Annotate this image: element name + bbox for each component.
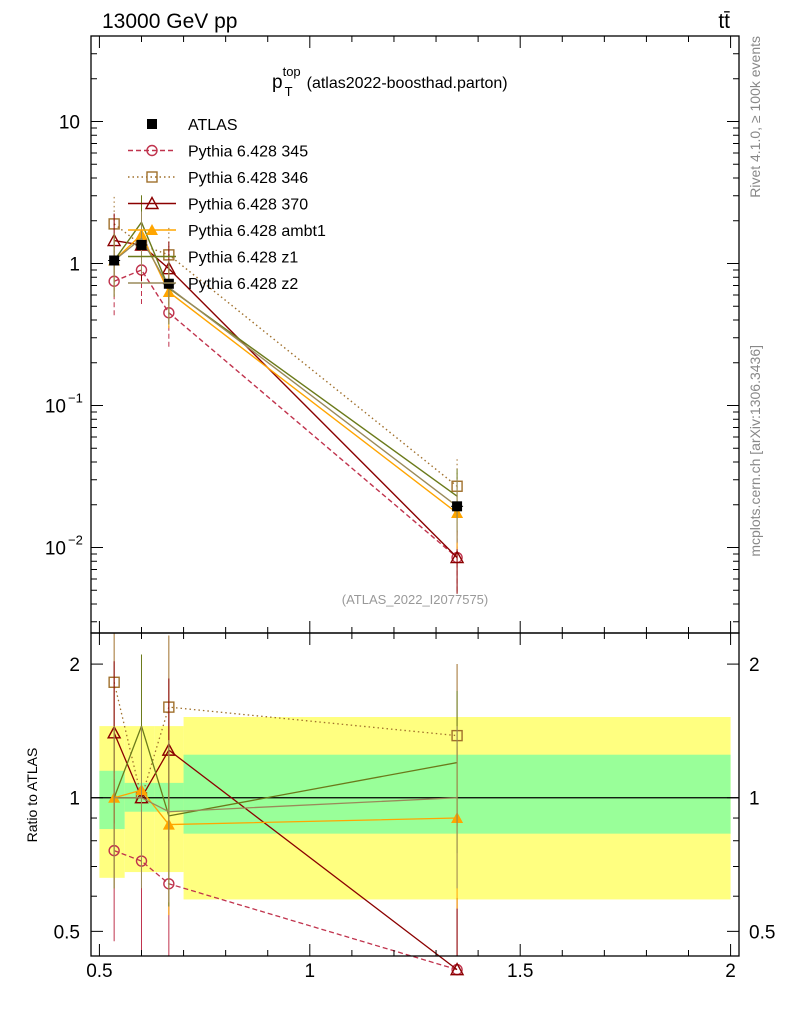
series-line-4 [113, 220, 458, 497]
y-tick-label: 10 [59, 112, 80, 133]
x-tick-label: 1 [305, 961, 316, 982]
legend-entry-2: Pythia 6.428 346 [128, 170, 308, 187]
x-tick-label: 2 [725, 961, 736, 982]
ratio-ylabel: Ratio to ATLAS [24, 748, 40, 843]
ratio-y-tick-label-right: 1 [749, 789, 760, 810]
legend-entry-3: Pythia 6.428 370 [128, 196, 308, 214]
ratio-y-tick-label-right: 2 [749, 655, 760, 676]
ratio-y-tick-label: 1 [69, 789, 80, 810]
ratio-line-2 [113, 732, 458, 971]
series-line-0 [113, 269, 458, 559]
x-tick-label: 0.5 [86, 961, 112, 982]
legend-entry-0: ATLAS [147, 117, 238, 134]
y-tick-exponent: −2 [68, 533, 83, 548]
legend-entry-5: Pythia 6.428 z1 [128, 250, 298, 267]
legend-marker [146, 224, 158, 235]
legend-label: Pythia 6.428 345 [188, 144, 308, 161]
ratio-line-1 [113, 682, 458, 801]
series-1 [108, 196, 463, 523]
ratio-line-3 [113, 789, 458, 826]
series-marker [449, 550, 465, 564]
ratio-bands [91, 716, 739, 900]
legend-marker [144, 196, 160, 210]
ratio-line-5 [114, 797, 458, 813]
legend-marker [147, 119, 157, 129]
x-tick-label: 1.5 [507, 961, 533, 982]
ratio-series-5 [113, 726, 458, 903]
legend-label: Pythia 6.428 370 [188, 197, 308, 214]
series-line-1 [113, 223, 458, 487]
side-mcplots-label: mcplots.cern.ch [arXiv:1306.3436] [747, 345, 763, 557]
legend: ATLAS Pythia 6.428 345 Pythia 6.428 346 Pyt… [128, 117, 326, 293]
side-rivet-label: Rivet 4.1.0, ≥ 100k events [747, 36, 763, 198]
energy-label: 13000 GeV pp [102, 10, 237, 33]
title-superscript: top [283, 64, 301, 79]
ratio-panel-frame [90, 632, 740, 957]
y-tick-exponent: −1 [68, 391, 83, 406]
ratio-y-tick-label-right: 0.5 [749, 922, 775, 943]
ratio-marker [449, 962, 465, 976]
series-line-5 [113, 237, 458, 507]
data-point [109, 255, 120, 266]
series-4 [113, 195, 458, 533]
data-point [452, 501, 463, 512]
y-tick-label: 10 [45, 397, 66, 418]
y-tick-label: 10 [45, 539, 66, 560]
y-tick-label: 1 [69, 254, 80, 275]
legend-label: Pythia 6.428 z1 [188, 250, 298, 267]
ratio-series [106, 633, 465, 976]
legend-label: Pythia 6.428 346 [188, 170, 308, 187]
ratio-y-tick-label: 2 [69, 655, 80, 676]
legend-marker [146, 144, 158, 157]
ratio-line-4 [113, 724, 458, 817]
series-0 [108, 242, 463, 594]
title-observable: p [272, 72, 283, 93]
title-subscript: T [285, 84, 293, 99]
atlas-data [108, 239, 464, 512]
legend-label: Pythia 6.428 ambt1 [188, 223, 326, 240]
plot-title: ptop T (atlas2022-boosthad.parton) [272, 64, 508, 99]
data-point [163, 278, 174, 289]
process-label: tt̄ [718, 10, 730, 33]
legend-entry-4: Pythia 6.428 ambt1 [128, 223, 326, 240]
legend-label: Pythia 6.428 z2 [188, 276, 298, 293]
legend-marker [146, 171, 158, 183]
title-analysis: (atlas2022-boosthad.parton) [307, 75, 508, 92]
watermark: (ATLAS_2022_I2077575) [342, 592, 488, 607]
legend-label: ATLAS [188, 117, 238, 134]
legend-entry-1: Pythia 6.428 345 [128, 144, 308, 161]
ratio-y-tick-label: 0.5 [54, 922, 80, 943]
legend-entry-6: Pythia 6.428 z2 [128, 276, 298, 293]
data-point [136, 239, 147, 250]
